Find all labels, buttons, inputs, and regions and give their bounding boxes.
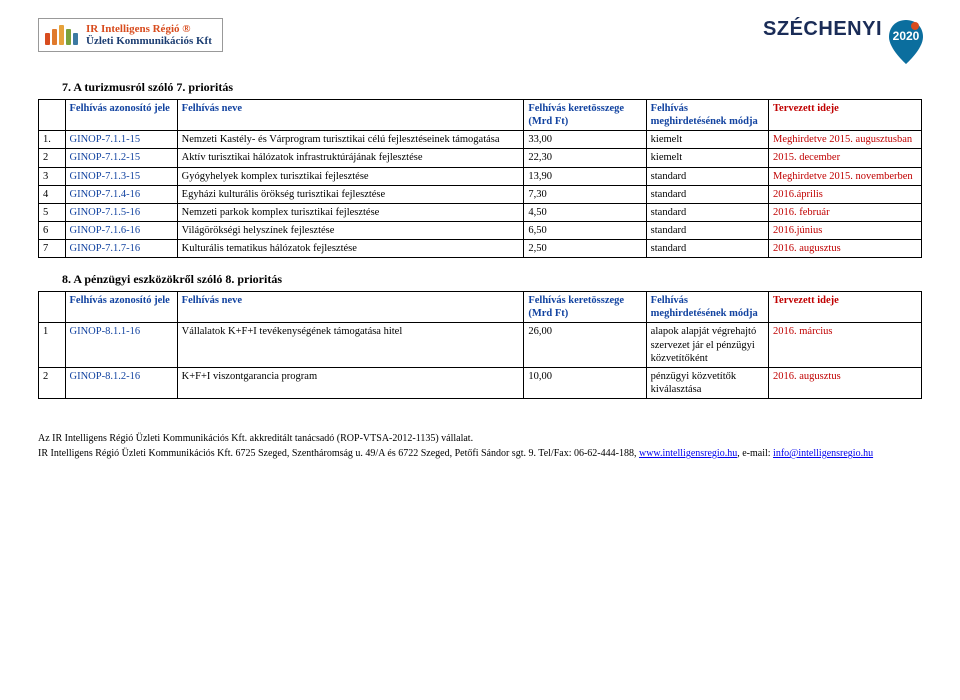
cell-name: Egyházi kulturális örökség turisztikai f… — [177, 185, 524, 203]
cell-id: GINOP-7.1.1-15 — [65, 131, 177, 149]
cell-name: Vállalatok K+F+I tevékenységének támogat… — [177, 323, 524, 367]
cell-id: GINOP-7.1.4-16 — [65, 185, 177, 203]
company-logo: IR Intelligens Régió ® Üzleti Kommunikác… — [38, 18, 223, 52]
cell-date: Meghirdetve 2015. novemberben — [769, 167, 922, 185]
cell-date: 2015. december — [769, 149, 922, 167]
szechenyi-year: 2020 — [893, 29, 920, 43]
cell-name: Kulturális tematikus hálózatok fejleszté… — [177, 240, 524, 258]
cell-amount: 33,00 — [524, 131, 646, 149]
table-row: 6GINOP-7.1.6-16Világörökségi helyszínek … — [39, 221, 922, 239]
th-amount: Felhívás keretösszege (Mrd Ft) — [524, 100, 646, 131]
top-bar: IR Intelligens Régió ® Üzleti Kommunikác… — [38, 18, 922, 62]
footer-link-website[interactable]: www.intelligensregio.hu — [639, 448, 737, 459]
cell-amount: 7,30 — [524, 185, 646, 203]
szechenyi-label: SZÉCHENYI — [763, 18, 882, 41]
footer-line2: IR Intelligens Régió Üzleti Kommunikáció… — [38, 446, 922, 461]
cell-id: GINOP-8.1.2-16 — [65, 367, 177, 398]
cell-num: 5 — [39, 203, 66, 221]
th-name: Felhívás neve — [177, 292, 524, 323]
cell-id: GINOP-7.1.5-16 — [65, 203, 177, 221]
cell-num: 4 — [39, 185, 66, 203]
cell-date: 2016. augusztus — [769, 240, 922, 258]
cell-mode: pénzügyi közvetítők kiválasztása — [646, 367, 768, 398]
table-header-row: Felhívás azonosító jele Felhívás neve Fe… — [39, 292, 922, 323]
logo-bars-icon — [45, 25, 78, 45]
footer-line1: Az IR Intelligens Régió Üzleti Kommuniká… — [38, 431, 922, 446]
cell-num: 2 — [39, 367, 66, 398]
szechenyi-pin-icon: 2020 — [886, 18, 922, 62]
cell-date: 2016.április — [769, 185, 922, 203]
th-mode: Felhívás meghirdetésének módja — [646, 292, 768, 323]
cell-id: GINOP-7.1.2-15 — [65, 149, 177, 167]
table-row: 2GINOP-8.1.2-16K+F+I viszontgarancia pro… — [39, 367, 922, 398]
szechenyi-badge: SZÉCHENYI 2020 — [763, 18, 922, 62]
table-row: 1.GINOP-7.1.1-15Nemzeti Kastély- és Várp… — [39, 131, 922, 149]
cell-name: Aktív turisztikai hálózatok infrastruktú… — [177, 149, 524, 167]
footer: Az IR Intelligens Régió Üzleti Kommuniká… — [38, 431, 922, 461]
cell-amount: 22,30 — [524, 149, 646, 167]
cell-date: 2016.június — [769, 221, 922, 239]
th-num — [39, 292, 66, 323]
cell-name: Gyógyhelyek komplex turisztikai fejleszt… — [177, 167, 524, 185]
cell-num: 1. — [39, 131, 66, 149]
table-header-row: Felhívás azonosító jele Felhívás neve Fe… — [39, 100, 922, 131]
th-date: Tervezett ideje — [769, 292, 922, 323]
footer-line2-text-a: IR Intelligens Régió Üzleti Kommunikáció… — [38, 448, 639, 459]
cell-id: GINOP-7.1.6-16 — [65, 221, 177, 239]
cell-name: Világörökségi helyszínek fejlesztése — [177, 221, 524, 239]
cell-id: GINOP-8.1.1-16 — [65, 323, 177, 367]
page: IR Intelligens Régió ® Üzleti Kommunikác… — [0, 0, 960, 469]
cell-mode: standard — [646, 203, 768, 221]
cell-mode: standard — [646, 167, 768, 185]
table-section7: Felhívás azonosító jele Felhívás neve Fe… — [38, 99, 922, 258]
cell-name: K+F+I viszontgarancia program — [177, 367, 524, 398]
th-date: Tervezett ideje — [769, 100, 922, 131]
cell-amount: 10,00 — [524, 367, 646, 398]
cell-amount: 2,50 — [524, 240, 646, 258]
table-row: 7GINOP-7.1.7-16Kulturális tematikus háló… — [39, 240, 922, 258]
th-id: Felhívás azonosító jele — [65, 292, 177, 323]
th-num — [39, 100, 66, 131]
cell-date: Meghirdetve 2015. augusztusban — [769, 131, 922, 149]
section8-title: 8. A pénzügyi eszközökről szóló 8. prior… — [62, 272, 922, 287]
cell-num: 2 — [39, 149, 66, 167]
table-row: 5GINOP-7.1.5-16Nemzeti parkok komplex tu… — [39, 203, 922, 221]
table-row: 1GINOP-8.1.1-16Vállalatok K+F+I tevékeny… — [39, 323, 922, 367]
table-row: 3GINOP-7.1.3-15Gyógyhelyek komplex turis… — [39, 167, 922, 185]
cell-date: 2016. február — [769, 203, 922, 221]
cell-mode: standard — [646, 240, 768, 258]
th-id: Felhívás azonosító jele — [65, 100, 177, 131]
footer-line2-text-b: , e-mail: — [737, 448, 773, 459]
table-row: 2GINOP-7.1.2-15Aktív turisztikai hálózat… — [39, 149, 922, 167]
cell-name: Nemzeti Kastély- és Várprogram turisztik… — [177, 131, 524, 149]
cell-mode: standard — [646, 221, 768, 239]
cell-mode: kiemelt — [646, 131, 768, 149]
th-mode: Felhívás meghirdetésének módja — [646, 100, 768, 131]
cell-amount: 26,00 — [524, 323, 646, 367]
th-name: Felhívás neve — [177, 100, 524, 131]
cell-num: 3 — [39, 167, 66, 185]
footer-link-email[interactable]: info@intelligensregio.hu — [773, 448, 873, 459]
cell-date: 2016. augusztus — [769, 367, 922, 398]
logo-line2: Üzleti Kommunikációs Kft — [86, 35, 212, 47]
cell-id: GINOP-7.1.3-15 — [65, 167, 177, 185]
cell-num: 1 — [39, 323, 66, 367]
cell-num: 7 — [39, 240, 66, 258]
cell-date: 2016. március — [769, 323, 922, 367]
cell-amount: 6,50 — [524, 221, 646, 239]
th-amount: Felhívás keretösszege (Mrd Ft) — [524, 292, 646, 323]
cell-num: 6 — [39, 221, 66, 239]
table-section8: Felhívás azonosító jele Felhívás neve Fe… — [38, 291, 922, 399]
logo-text: IR Intelligens Régió ® Üzleti Kommunikác… — [86, 23, 212, 47]
table-row: 4GINOP-7.1.4-16Egyházi kulturális öröksé… — [39, 185, 922, 203]
cell-mode: standard — [646, 185, 768, 203]
cell-mode: alapok alapját végrehajtó szervezet jár … — [646, 323, 768, 367]
cell-name: Nemzeti parkok komplex turisztikai fejle… — [177, 203, 524, 221]
cell-amount: 13,90 — [524, 167, 646, 185]
logo-line1: IR Intelligens Régió ® — [86, 23, 212, 35]
cell-id: GINOP-7.1.7-16 — [65, 240, 177, 258]
section7-title: 7. A turizmusról szóló 7. prioritás — [62, 80, 922, 95]
cell-mode: kiemelt — [646, 149, 768, 167]
cell-amount: 4,50 — [524, 203, 646, 221]
